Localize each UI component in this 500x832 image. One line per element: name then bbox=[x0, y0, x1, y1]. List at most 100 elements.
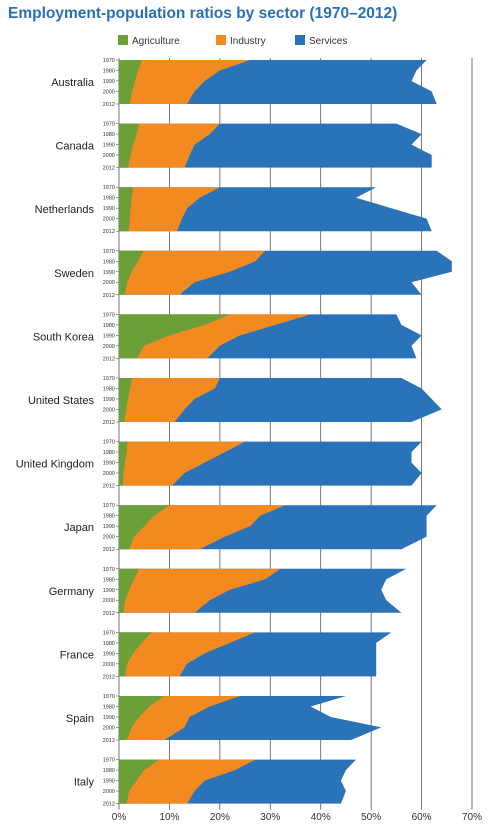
x-tick-label: 10% bbox=[159, 812, 179, 823]
year-tick-label: 2012 bbox=[103, 547, 115, 553]
panel-united-states: United States 1970 1980 1990 2000 2012 bbox=[28, 376, 442, 426]
year-tick-label: 2000 bbox=[103, 217, 115, 223]
year-tick-label: 1990 bbox=[103, 270, 115, 276]
year-tick-label: 1980 bbox=[103, 704, 115, 710]
year-tick-label: 2012 bbox=[103, 611, 115, 617]
legend-label-services: Services bbox=[309, 36, 347, 47]
chart-title: Employment-population ratios by sector (… bbox=[8, 5, 398, 22]
country-label: Sweden bbox=[54, 268, 94, 280]
country-label: United Kingdom bbox=[16, 459, 94, 471]
year-tick-label: 1970 bbox=[103, 440, 115, 446]
legend-swatch-industry bbox=[216, 35, 226, 45]
year-tick-label: 1990 bbox=[103, 206, 115, 212]
legend: Agriculture Industry Services bbox=[118, 35, 347, 47]
industry-area bbox=[119, 187, 220, 232]
country-label: Canada bbox=[55, 141, 94, 153]
industry-area bbox=[119, 759, 256, 804]
year-tick-label: 2012 bbox=[103, 293, 115, 299]
agriculture-area bbox=[119, 123, 140, 168]
agriculture-area bbox=[119, 441, 128, 486]
country-label: Spain bbox=[66, 713, 94, 725]
year-tick-label: 1990 bbox=[103, 79, 115, 85]
year-tick-label: 1980 bbox=[103, 514, 115, 520]
year-tick-label: 2012 bbox=[103, 738, 115, 744]
year-tick-label: 2000 bbox=[103, 344, 115, 350]
panel-united-kingdom: United Kingdom 1970 1980 1990 2000 2012 bbox=[16, 440, 422, 490]
year-tick-label: 1970 bbox=[103, 122, 115, 128]
country-label: United States bbox=[28, 395, 95, 407]
country-label: France bbox=[60, 649, 94, 661]
year-tick-label: 1980 bbox=[103, 68, 115, 74]
year-tick-label: 1980 bbox=[103, 196, 115, 202]
country-label: Netherlands bbox=[35, 204, 95, 216]
year-tick-label: 1990 bbox=[103, 333, 115, 339]
year-tick-label: 1980 bbox=[103, 132, 115, 138]
industry-area bbox=[119, 60, 251, 104]
year-tick-label: 1990 bbox=[103, 524, 115, 530]
agriculture-area bbox=[119, 250, 144, 295]
panel-netherlands: Netherlands 1970 1980 1990 2000 2012 bbox=[35, 185, 432, 235]
year-tick-label: 2000 bbox=[103, 153, 115, 159]
industry-area bbox=[119, 123, 220, 168]
year-tick-label: 1980 bbox=[103, 577, 115, 583]
year-tick-label: 1970 bbox=[103, 376, 115, 382]
agriculture-area bbox=[119, 187, 134, 232]
x-tick-label: 40% bbox=[311, 812, 331, 823]
x-tick-label: 60% bbox=[412, 812, 432, 823]
year-tick-label: 1980 bbox=[103, 386, 115, 392]
industry-area bbox=[119, 632, 256, 677]
agriculture-area bbox=[119, 314, 230, 359]
industry-area bbox=[119, 378, 220, 422]
panel-france: France 1970 1980 1990 2000 2012 bbox=[60, 630, 392, 680]
industry-area bbox=[119, 696, 240, 740]
x-tick-label: 20% bbox=[210, 812, 230, 823]
year-tick-label: 2012 bbox=[103, 484, 115, 490]
panel-germany: Germany 1970 1980 1990 2000 2012 bbox=[49, 567, 407, 617]
panel-australia: Australia 1970 1980 1990 2000 2012 bbox=[51, 58, 437, 108]
industry-area bbox=[119, 568, 281, 613]
year-tick-label: 2000 bbox=[103, 598, 115, 604]
legend-swatch-agriculture bbox=[118, 35, 128, 45]
year-tick-label: 1990 bbox=[103, 715, 115, 721]
panel-italy: Italy 1970 1980 1990 2000 2012 bbox=[74, 758, 356, 808]
agriculture-area bbox=[119, 60, 142, 104]
industry-area bbox=[119, 250, 266, 295]
year-tick-label: 2012 bbox=[103, 102, 115, 108]
year-tick-label: 1980 bbox=[103, 641, 115, 647]
country-label: Italy bbox=[74, 777, 95, 789]
year-tick-label: 2000 bbox=[103, 471, 115, 477]
year-tick-label: 2000 bbox=[103, 789, 115, 795]
year-tick-label: 1970 bbox=[103, 694, 115, 700]
agriculture-area bbox=[119, 505, 170, 550]
year-tick-label: 1970 bbox=[103, 58, 115, 64]
year-tick-label: 2012 bbox=[103, 802, 115, 808]
year-tick-label: 1980 bbox=[103, 259, 115, 265]
year-tick-label: 1970 bbox=[103, 312, 115, 318]
agriculture-area bbox=[119, 632, 152, 677]
year-tick-label: 1990 bbox=[103, 588, 115, 594]
year-tick-label: 1990 bbox=[103, 461, 115, 467]
panel-canada: Canada 1970 1980 1990 2000 2012 bbox=[55, 122, 432, 172]
year-tick-label: 2012 bbox=[103, 674, 115, 680]
legend-swatch-services bbox=[295, 35, 305, 45]
country-label: Australia bbox=[51, 77, 95, 89]
year-tick-label: 2000 bbox=[103, 89, 115, 95]
year-tick-label: 1990 bbox=[103, 397, 115, 403]
panel-sweden: Sweden 1970 1980 1990 2000 2012 bbox=[54, 249, 452, 299]
country-label: South Korea bbox=[33, 331, 95, 343]
year-tick-label: 2000 bbox=[103, 535, 115, 541]
x-tick-label: 50% bbox=[361, 812, 381, 823]
year-tick-label: 1980 bbox=[103, 323, 115, 329]
agriculture-area bbox=[119, 378, 133, 422]
year-tick-label: 2012 bbox=[103, 356, 115, 362]
x-tick-label: 30% bbox=[260, 812, 280, 823]
year-tick-label: 1970 bbox=[103, 567, 115, 573]
industry-area bbox=[119, 505, 286, 550]
agriculture-area bbox=[119, 759, 160, 804]
year-tick-label: 1970 bbox=[103, 630, 115, 636]
x-tick-label: 0% bbox=[112, 812, 127, 823]
year-tick-label: 1980 bbox=[103, 768, 115, 774]
country-label: Germany bbox=[49, 586, 95, 598]
